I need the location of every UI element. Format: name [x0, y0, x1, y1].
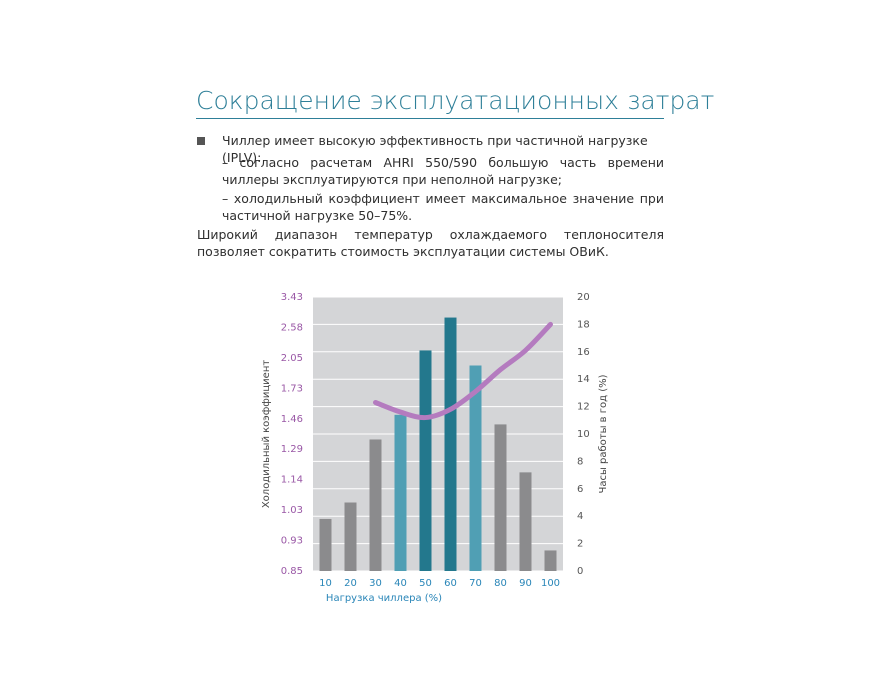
y2-tick-label: 0.85 [281, 566, 303, 577]
y-tick-label: 18 [577, 319, 590, 330]
bar [344, 502, 357, 571]
y-tick-label: 8 [577, 456, 583, 467]
y-tick-label: 20 [577, 292, 590, 303]
x-tick-label: 10 [319, 578, 332, 589]
y-tick-label: 0 [577, 566, 583, 577]
y2-tick-label: 1.03 [281, 505, 303, 516]
bullet-text: Чиллер имеет высокую эффективность при ч… [222, 133, 648, 165]
bar [369, 439, 382, 571]
x-tick-label: 100 [541, 578, 560, 589]
bar [494, 424, 507, 571]
y2-tick-label: 0.93 [281, 536, 303, 547]
y2-tick-label: 1.46 [281, 414, 303, 425]
y2-tick-label: 2.05 [281, 353, 303, 364]
bar [394, 414, 407, 571]
bullet-item: – согласно расчетам AHRI 550/590 большую… [222, 155, 664, 187]
x-tick-label: 80 [494, 578, 507, 589]
x-tick-label: 70 [469, 578, 482, 589]
y-tick-label: 4 [577, 511, 583, 522]
x-tick-label: 30 [369, 578, 382, 589]
y2-tick-label: 1.29 [281, 444, 303, 455]
bar [519, 472, 532, 571]
x-axis-label: Нагрузка чиллера (%) [326, 593, 442, 604]
bullet-square [197, 137, 205, 145]
bar [419, 350, 432, 571]
y2-axis-label: Холодильный коэффициент [261, 360, 272, 509]
x-tick-label: 50 [419, 578, 432, 589]
x-tick-label: 90 [519, 578, 532, 589]
y-tick-label: 12 [577, 402, 590, 413]
x-tick-label: 40 [394, 578, 407, 589]
y-tick-label: 16 [577, 347, 590, 358]
bar [469, 365, 482, 571]
y2-tick-label: 3.43 [281, 292, 303, 303]
y-tick-label: 10 [577, 429, 590, 440]
bar [444, 317, 457, 571]
title-rule [196, 118, 664, 119]
bar [319, 518, 332, 571]
y-tick-label: 14 [577, 374, 590, 385]
line [373, 321, 553, 421]
x-tick-label: 20 [344, 578, 357, 589]
y2-tick-label: 1.14 [281, 475, 303, 486]
paragraph: Широкий диапазон температур охлаждаемого… [197, 227, 664, 259]
bar [544, 550, 557, 571]
title: Сокращение эксплуатационных затрат [196, 86, 715, 115]
y-tick-label: 2 [577, 539, 583, 550]
y2-tick-label: 2.58 [281, 322, 303, 333]
bullet-item: – холодильный коэффициент имеет максимал… [222, 191, 664, 223]
y2-tick-label: 1.73 [281, 383, 303, 394]
x-tick-label: 60 [444, 578, 457, 589]
y-tick-label: 6 [577, 484, 583, 495]
y-axis-label: Часы работы в год (%) [598, 374, 609, 493]
